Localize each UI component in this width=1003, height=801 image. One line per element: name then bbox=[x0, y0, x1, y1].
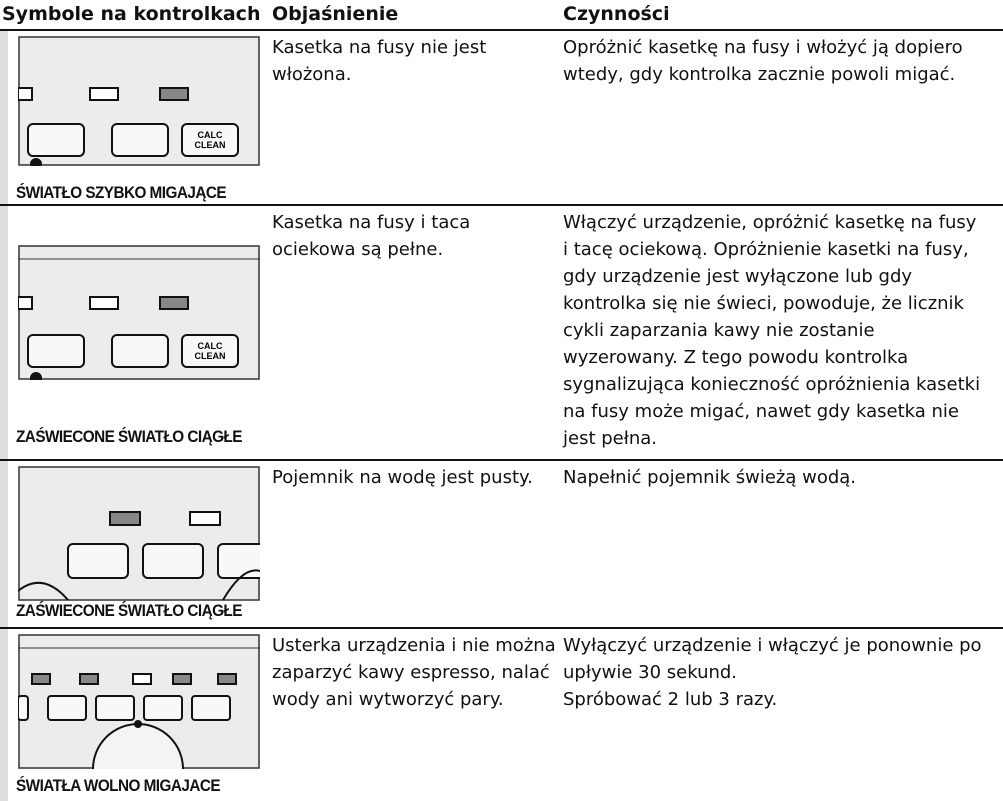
row-rule bbox=[0, 29, 1003, 31]
explanation: Kasetka na fusy i taca ociekowa są pełne… bbox=[272, 212, 471, 260]
actions: Wyłączyć urządzenie i włączyć je ponowni… bbox=[563, 632, 998, 713]
button-label: CALC bbox=[198, 341, 223, 351]
actions: Włączyć urządzenie, opróżnić kasetkę na … bbox=[563, 209, 983, 452]
action-text: Włączyć urządzenie, opróżnić kasetkę na … bbox=[563, 212, 981, 449]
explanation: Usterka urządzenia i nie można zaparzyć … bbox=[272, 635, 556, 710]
explanation: Kasetka na fusy nie jest włożona. bbox=[272, 37, 487, 85]
action-text: Opróżnić kasetkę na fusy i włożyć ją dop… bbox=[563, 37, 963, 85]
panel-image bbox=[18, 466, 260, 601]
header-cell: Objaśnienie bbox=[272, 3, 399, 25]
caption: ZAŚWIECONE ŚWIATŁO CIĄGŁE bbox=[16, 427, 242, 446]
actions: Napełnić pojemnik świeżą wodą. bbox=[563, 464, 993, 491]
row-rule bbox=[0, 627, 1003, 629]
caption: ŚWIATŁO SZYBKO MIGAJĄCE bbox=[16, 183, 227, 202]
row-rule bbox=[0, 204, 1003, 206]
row-rule bbox=[0, 459, 1003, 461]
button-label: CLEAN bbox=[195, 140, 226, 150]
action-text: Spróbować 2 lub 3 razy. bbox=[563, 689, 778, 710]
header-cell: Symbole na kontrolkach bbox=[2, 3, 261, 25]
button-label: CALC bbox=[198, 130, 223, 140]
header-cell: Czynności bbox=[563, 3, 670, 25]
panel-image: CALC CLEAN bbox=[18, 36, 260, 166]
button-label: CLEAN bbox=[195, 351, 226, 361]
actions: Opróżnić kasetkę na fusy i włożyć ją dop… bbox=[563, 34, 993, 88]
panel-image bbox=[18, 634, 260, 769]
caption: ŚWIATŁA WOLNO MIGAJACE bbox=[16, 776, 221, 795]
action-text: Wyłączyć urządzenie i włączyć je ponowni… bbox=[563, 635, 982, 683]
panel-image: CALC CLEAN bbox=[18, 245, 260, 380]
side-strip bbox=[0, 30, 8, 801]
action-text: Napełnić pojemnik świeżą wodą. bbox=[563, 467, 857, 488]
caption: ZAŚWIECONE ŚWIATŁO CIĄGŁE bbox=[16, 601, 242, 620]
explanation: Pojemnik na wodę jest pusty. bbox=[272, 467, 533, 488]
